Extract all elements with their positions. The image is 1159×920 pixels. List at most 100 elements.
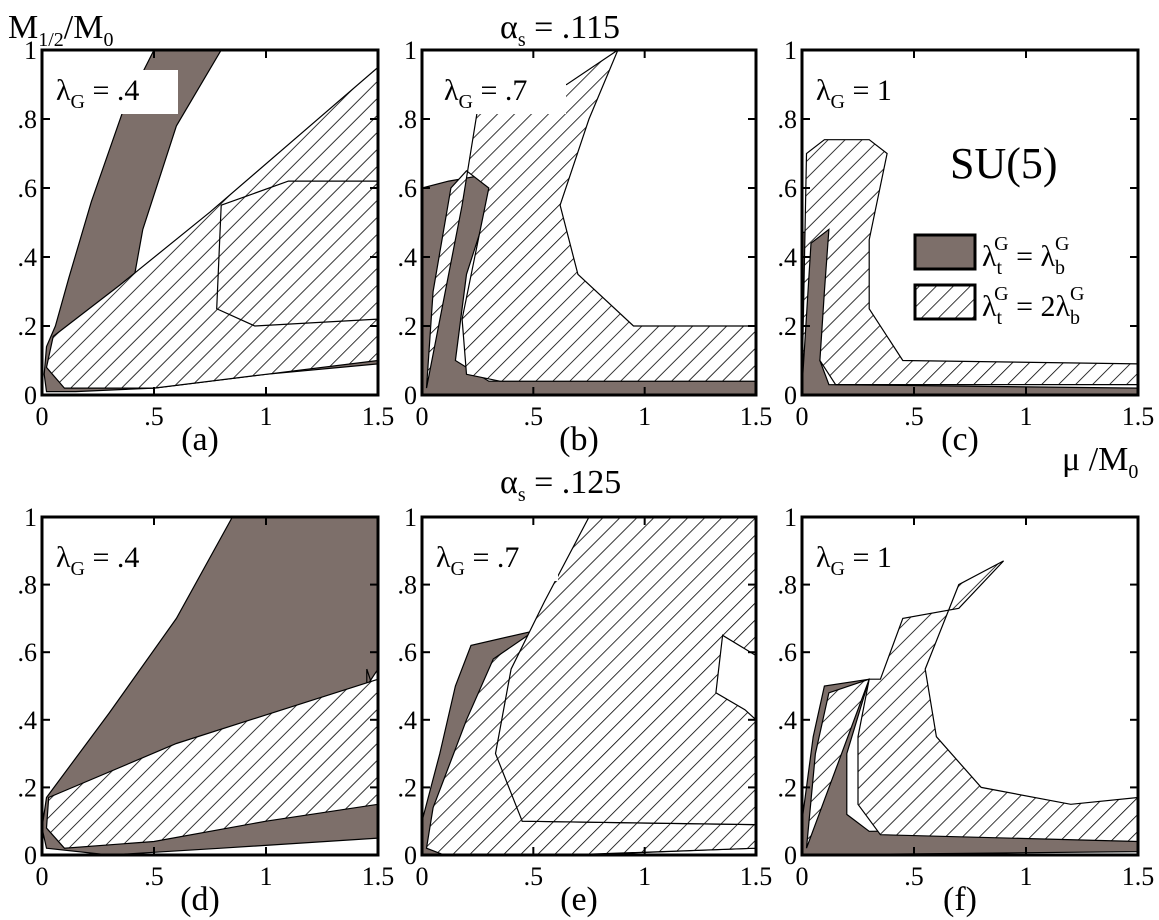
lambda-symbol: λ (56, 74, 71, 107)
lambda-symbol: λ (816, 541, 831, 574)
x-tick-label: 0 (796, 402, 809, 431)
plot-area (43, 50, 378, 393)
y-axis-label-sub: 1/2 (38, 29, 64, 51)
y-tick-label: .8 (18, 105, 38, 134)
y-tick-label: 0 (784, 381, 797, 410)
y-tick-label: .2 (778, 312, 798, 341)
region-double-yukawa (425, 50, 756, 389)
y-tick-label: .6 (18, 638, 38, 667)
lambda-sub: G (831, 91, 845, 113)
panel-letter: (f) (943, 881, 977, 918)
panel-frame (800, 515, 1140, 857)
row-title-bottom: αs = .125 (500, 464, 621, 506)
x-tick-label: .5 (144, 402, 164, 431)
row-title-top-value: = .115 (526, 9, 620, 46)
group-label: SU(5) (950, 139, 1058, 188)
legend-entry-hatch: λtG = 2λbG (982, 283, 1084, 329)
lambda-label-bg (50, 537, 178, 581)
panel-frame (420, 48, 758, 397)
region-double-yukawa (45, 678, 378, 849)
x-tick-label: 1.5 (362, 862, 395, 891)
legend-hatch-rhs-sup: G (1070, 283, 1084, 305)
lambda-sub: G (451, 558, 465, 580)
region-double-yukawa (805, 560, 1138, 849)
panel-letter: (a) (181, 421, 219, 458)
y-tick-label: .4 (18, 706, 38, 735)
legend-hatch-lhs-sub: t (997, 307, 1003, 329)
y-tick-label: .8 (778, 105, 798, 134)
x-axis-label: μ /M0 (1062, 441, 1138, 483)
y-tick-label: 1 (404, 36, 417, 65)
y-tick-label: .2 (778, 773, 798, 802)
x-tick-label: 0 (36, 402, 49, 431)
x-tick-label: 1 (638, 862, 651, 891)
y-tick-label: .4 (18, 243, 38, 272)
lambda-symbol: λ (816, 74, 831, 107)
lambda-sub: G (459, 91, 473, 113)
x-tick-label: 1.5 (1122, 862, 1155, 891)
legend-swatch-hatch (913, 283, 977, 321)
lambda-sub: G (71, 91, 85, 113)
x-tick-label: 0 (36, 862, 49, 891)
lambda-value: = 1 (845, 541, 892, 574)
x-tick-label: .5 (144, 862, 164, 891)
y-tick-label: 0 (24, 841, 37, 870)
y-tick-label: .2 (398, 312, 418, 341)
lambda-label: λG = .4 (56, 74, 139, 113)
y-tick-label: 0 (24, 381, 37, 410)
y-tick-label: .6 (778, 638, 798, 667)
x-axis-label-main: μ /M (1062, 441, 1128, 478)
y-tick-label: .8 (18, 571, 38, 600)
y-tick-label: .4 (398, 243, 418, 272)
x-tick-label: 1.5 (740, 862, 773, 891)
lambda-sub: G (831, 558, 845, 580)
lambda-value: = .7 (473, 74, 527, 107)
panel-letter: (b) (559, 421, 599, 458)
row-title-bottom-sub: s (518, 484, 526, 506)
y-tick-label: .4 (398, 706, 418, 735)
x-tick-label: 1 (260, 402, 273, 431)
legend-hatch-lhs-sup: G (994, 283, 1008, 305)
x-tick-label: .5 (904, 862, 924, 891)
y-tick-label: .6 (778, 174, 798, 203)
y-tick-label: 0 (404, 841, 417, 870)
y-tick-label: 1 (784, 503, 797, 532)
x-tick-label: 1.5 (740, 402, 773, 431)
panel-frame (40, 48, 380, 397)
y-tick-label: 1 (404, 503, 417, 532)
y-tick-label: 0 (404, 381, 417, 410)
row-title-top-sub: s (518, 29, 526, 51)
x-tick-label: 1 (260, 862, 273, 891)
row-title-bottom-value: = .125 (526, 464, 622, 501)
plot-area (422, 517, 756, 855)
x-tick-label: .5 (524, 402, 544, 431)
x-tick-label: 1 (638, 402, 651, 431)
x-tick-label: 1.5 (362, 402, 395, 431)
lambda-label: λG = .7 (444, 74, 527, 113)
y-tick-label: .6 (398, 174, 418, 203)
lambda-label-bg (430, 537, 558, 581)
legend-solid-rhs-sup: G (1055, 233, 1069, 255)
legend: λtG = λbG λtG = 2λbG (913, 233, 1084, 329)
lambda-value: = .4 (85, 74, 139, 107)
row-title-bottom-main: α (500, 464, 518, 501)
legend-hatch-rhs-sub: b (1070, 307, 1080, 329)
lambda-sub: G (71, 558, 85, 580)
legend-solid-lhs-sup: G (994, 233, 1008, 255)
y-axis-label: M1/2/M0 (8, 9, 113, 51)
y-tick-label: .8 (778, 571, 798, 600)
y-tick-label: 1 (24, 503, 37, 532)
lambda-label-bg (50, 70, 178, 114)
region-double-yukawa (45, 66, 378, 389)
y-axis-label-main: M (8, 9, 38, 46)
panel-frame (800, 48, 1140, 397)
lambda-label: λG = 1 (816, 541, 892, 580)
y-tick-label: 0 (784, 841, 797, 870)
legend-solid-eq: = λ (1009, 240, 1056, 273)
region-double-yukawa (802, 139, 1138, 389)
panel-letter: (c) (941, 421, 979, 458)
